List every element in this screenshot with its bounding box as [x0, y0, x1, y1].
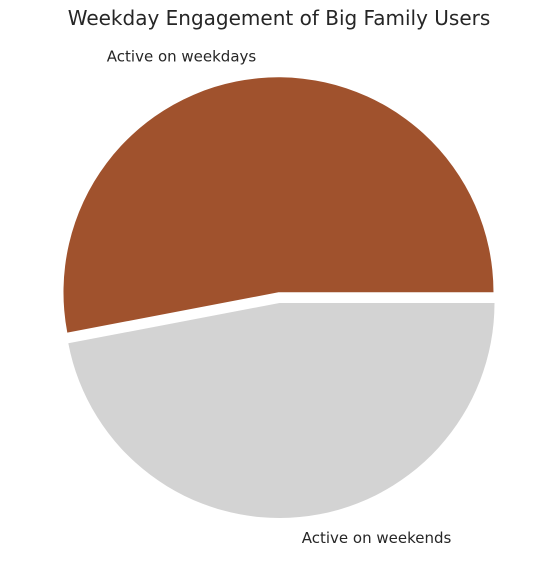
pie-slices — [63, 77, 495, 518]
chart-title: Weekday Engagement of Big Family Users — [68, 6, 491, 30]
pie-slice-label-2: Active on weekends — [302, 529, 452, 547]
pie-labels: Active on weekdays Active on weekends — [107, 47, 452, 547]
pie-slice-label-1: Active on weekdays — [107, 47, 257, 65]
pie-slice-1 — [63, 77, 494, 333]
pie-slice-2 — [68, 303, 495, 518]
